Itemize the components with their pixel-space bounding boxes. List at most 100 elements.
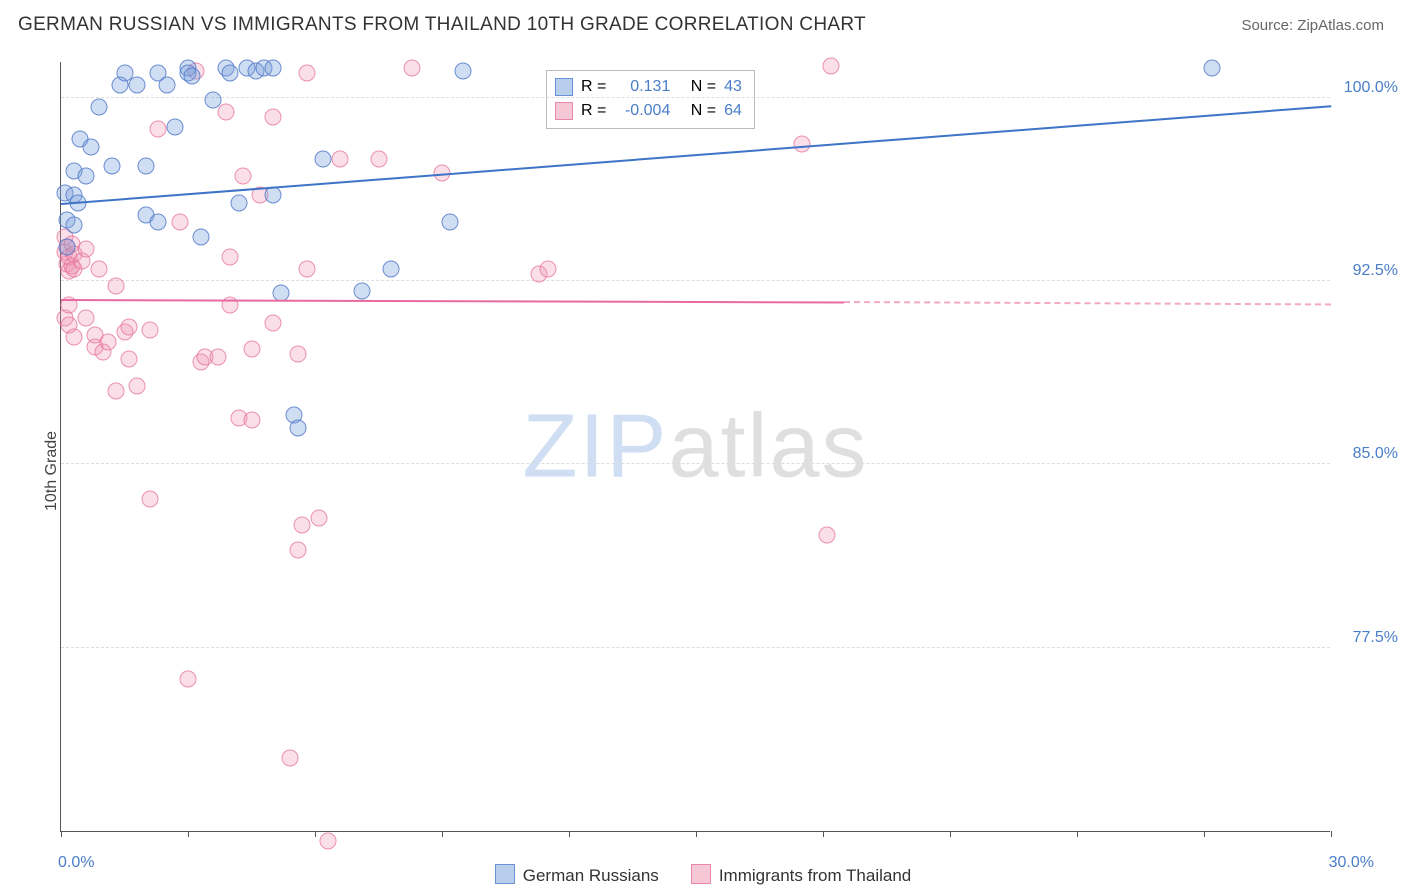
stats-row-series-a: R = 0.131 N = 43: [555, 75, 742, 99]
data-point-series-a: [59, 238, 76, 255]
data-point-series-b: [171, 214, 188, 231]
data-point-series-a: [205, 92, 222, 109]
x-tick: [61, 831, 62, 837]
data-point-series-a: [150, 214, 167, 231]
legend-item-a: German Russians: [495, 864, 659, 886]
x-tick: [696, 831, 697, 837]
trendline-series-b: [61, 299, 844, 303]
data-point-series-b: [108, 383, 125, 400]
data-point-series-a: [353, 282, 370, 299]
data-point-series-a: [383, 260, 400, 277]
trendline-series-b-extension: [844, 301, 1331, 305]
data-point-series-b: [209, 348, 226, 365]
gridline: [61, 97, 1330, 98]
x-tick: [823, 831, 824, 837]
data-point-series-b: [298, 260, 315, 277]
data-point-series-a: [82, 138, 99, 155]
data-point-series-b: [281, 749, 298, 766]
data-point-series-b: [793, 136, 810, 153]
data-point-series-a: [264, 60, 281, 77]
source-attribution: Source: ZipAtlas.com: [1241, 17, 1384, 34]
data-point-series-b: [264, 314, 281, 331]
chart-container: 10th Grade ZIPatlas R = 0.131 N = 43 R =…: [0, 50, 1406, 892]
data-point-series-b: [65, 329, 82, 346]
y-tick-label: 100.0%: [1344, 79, 1398, 97]
data-point-series-a: [230, 194, 247, 211]
y-tick-label: 77.5%: [1353, 629, 1398, 647]
swatch-series-a: [555, 78, 573, 96]
data-point-series-a: [264, 187, 281, 204]
data-point-series-a: [158, 77, 175, 94]
x-tick: [1331, 831, 1332, 837]
data-point-series-b: [823, 57, 840, 74]
data-point-series-a: [184, 67, 201, 84]
data-point-series-b: [222, 248, 239, 265]
n-value-a: 43: [724, 75, 742, 99]
swatch-series-b: [555, 102, 573, 120]
data-point-series-a: [192, 229, 209, 246]
data-point-series-a: [455, 62, 472, 79]
r-value-b: -0.004: [614, 99, 670, 123]
data-point-series-a: [222, 65, 239, 82]
data-point-series-a: [129, 77, 146, 94]
stats-row-series-b: R = -0.004 N = 64: [555, 99, 742, 123]
data-point-series-b: [819, 527, 836, 544]
data-point-series-b: [290, 346, 307, 363]
gridline: [61, 280, 1330, 281]
data-point-series-b: [290, 541, 307, 558]
y-tick-label: 92.5%: [1353, 262, 1398, 280]
data-point-series-b: [78, 309, 95, 326]
data-point-series-a: [65, 216, 82, 233]
data-point-series-b: [294, 517, 311, 534]
x-tick: [1077, 831, 1078, 837]
data-point-series-b: [264, 109, 281, 126]
data-point-series-a: [442, 214, 459, 231]
data-point-series-b: [218, 104, 235, 121]
data-point-series-a: [1204, 60, 1221, 77]
data-point-series-b: [298, 65, 315, 82]
data-point-series-a: [91, 99, 108, 116]
x-tick: [188, 831, 189, 837]
data-point-series-a: [315, 150, 332, 167]
x-tick: [950, 831, 951, 837]
plot-area: ZIPatlas R = 0.131 N = 43 R = -0.004 N =…: [60, 62, 1330, 832]
x-tick: [1204, 831, 1205, 837]
data-point-series-b: [108, 277, 125, 294]
stats-legend-box: R = 0.131 N = 43 R = -0.004 N = 64: [546, 70, 755, 129]
data-point-series-b: [311, 510, 328, 527]
data-point-series-b: [129, 378, 146, 395]
x-tick: [315, 831, 316, 837]
legend-swatch-a: [495, 864, 515, 884]
data-point-series-b: [120, 351, 137, 368]
data-point-series-b: [539, 260, 556, 277]
legend-item-b: Immigrants from Thailand: [691, 864, 911, 886]
data-point-series-b: [180, 671, 197, 688]
data-point-series-b: [120, 319, 137, 336]
chart-title: GERMAN RUSSIAN VS IMMIGRANTS FROM THAILA…: [18, 14, 866, 36]
data-point-series-a: [290, 419, 307, 436]
data-point-series-b: [319, 832, 336, 849]
data-point-series-b: [99, 334, 116, 351]
data-point-series-a: [78, 167, 95, 184]
x-tick: [442, 831, 443, 837]
bottom-legend: German Russians Immigrants from Thailand: [0, 858, 1406, 892]
data-point-series-b: [150, 121, 167, 138]
data-point-series-b: [141, 321, 158, 338]
n-value-b: 64: [724, 99, 742, 123]
data-point-series-a: [167, 119, 184, 136]
y-tick-label: 85.0%: [1353, 445, 1398, 463]
data-point-series-b: [91, 260, 108, 277]
y-axis-label: 10th Grade: [43, 431, 61, 511]
data-point-series-b: [235, 167, 252, 184]
data-point-series-b: [78, 241, 95, 258]
data-point-series-b: [243, 341, 260, 358]
data-point-series-a: [137, 158, 154, 175]
x-tick: [569, 831, 570, 837]
watermark: ZIPatlas: [522, 395, 868, 498]
data-point-series-b: [370, 150, 387, 167]
data-point-series-b: [243, 412, 260, 429]
data-point-series-b: [141, 490, 158, 507]
data-point-series-b: [404, 60, 421, 77]
gridline: [61, 463, 1330, 464]
data-point-series-b: [332, 150, 349, 167]
